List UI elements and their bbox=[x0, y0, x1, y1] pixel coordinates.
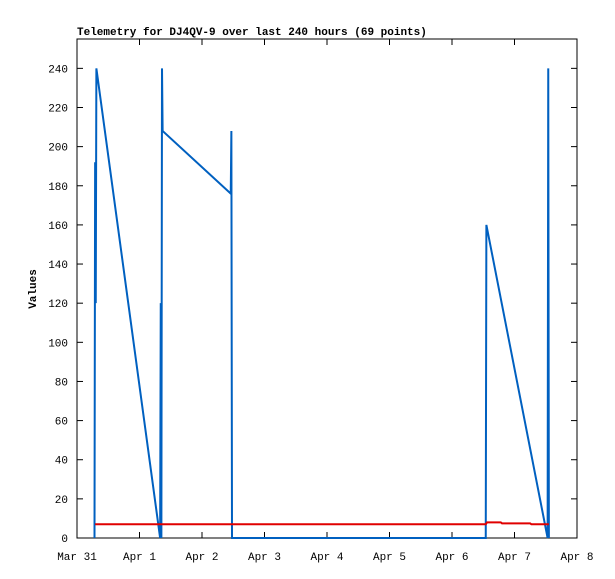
y-tick-label: 180 bbox=[48, 182, 68, 194]
y-tick-label: 60 bbox=[55, 417, 68, 429]
x-tick-label: Apr 7 bbox=[498, 552, 531, 564]
y-tick-label: 0 bbox=[61, 534, 68, 546]
y-tick-label: 200 bbox=[48, 143, 68, 155]
y-tick-label: 240 bbox=[48, 64, 68, 76]
y-tick-label: 20 bbox=[55, 495, 68, 507]
series-line bbox=[95, 521, 549, 526]
x-tick-label: Apr 6 bbox=[435, 552, 468, 564]
y-tick-label: 40 bbox=[55, 456, 68, 468]
x-tick-label: Apr 1 bbox=[123, 552, 156, 564]
x-tick-label: Mar 31 bbox=[57, 552, 97, 564]
x-tick-label: Apr 2 bbox=[185, 552, 218, 564]
series-line bbox=[93, 68, 550, 539]
plot-frame bbox=[76, 38, 578, 539]
x-tick-label: Apr 5 bbox=[373, 552, 406, 564]
y-tick-label: 100 bbox=[48, 338, 68, 350]
x-tick-label: Apr 8 bbox=[560, 552, 593, 564]
y-tick-label: 160 bbox=[48, 221, 68, 233]
y-axis-label: Values bbox=[28, 269, 40, 309]
y-tick-label: 220 bbox=[48, 103, 68, 115]
y-tick-label: 120 bbox=[48, 299, 68, 311]
y-tick-label: 80 bbox=[55, 377, 68, 389]
x-tick-label: Apr 4 bbox=[310, 552, 343, 564]
chart-title: Telemetry for DJ4QV-9 over last 240 hour… bbox=[77, 27, 427, 39]
y-tick-label: 140 bbox=[48, 260, 68, 272]
x-tick-label: Apr 3 bbox=[248, 552, 281, 564]
